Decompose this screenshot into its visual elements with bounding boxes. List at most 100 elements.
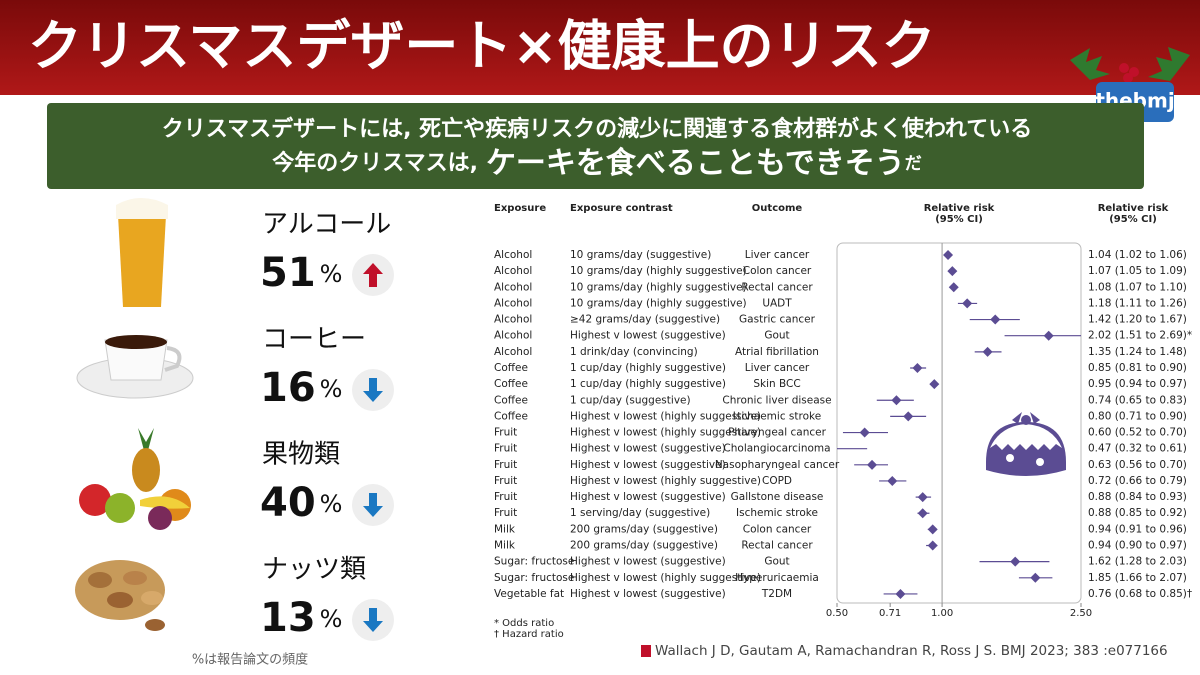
value-label: 1.35 (1.24 to 1.48) [1088, 346, 1187, 358]
exposure: Fruit [494, 475, 517, 487]
trend-arrow [363, 263, 383, 287]
stat-label: アルコール [262, 210, 391, 240]
outcome: T2DM [761, 588, 792, 600]
value-label: 1.18 (1.11 to 1.26) [1088, 297, 1187, 309]
header-bg [0, 0, 1200, 95]
pudding-icon [986, 412, 1066, 476]
stat-number: 16 [260, 365, 316, 411]
outcome: Colon cancer [743, 523, 812, 535]
estimate-marker [917, 508, 928, 519]
stat-number: 40 [260, 480, 316, 526]
value-label: 2.02 (1.51 to 2.69)* [1088, 330, 1192, 342]
estimate-marker [1030, 572, 1041, 583]
estimate-marker [859, 427, 870, 438]
exposure: Coffee [494, 378, 528, 390]
outcome: Liver cancer [745, 362, 810, 374]
plot-area [837, 250, 1081, 599]
estimate-marker [943, 250, 954, 260]
value-label: 0.74 (0.65 to 0.83) [1088, 394, 1187, 406]
book-icon [641, 645, 651, 657]
estimate-marker [927, 540, 938, 551]
contrast: Highest v lowest (suggestive) [570, 443, 726, 455]
estimate-marker [917, 492, 928, 503]
estimate-marker [947, 266, 958, 277]
stat-label: ナッツ類 [262, 555, 366, 585]
exposure: Alcohol [494, 265, 532, 277]
contrast: ≥42 grams/day (suggestive) [570, 314, 720, 326]
header-line: Relative risk [924, 203, 995, 214]
nuts-icon [75, 560, 165, 631]
value-label: 0.88 (0.85 to 0.92) [1088, 507, 1187, 519]
stat-number: 51 [260, 250, 316, 296]
exposure: Milk [494, 523, 516, 535]
value-label: 0.76 (0.68 to 0.85)† [1088, 588, 1192, 600]
column-header: Exposure [494, 203, 546, 214]
outcome: Rectal cancer [741, 540, 813, 552]
exposure: Alcohol [494, 330, 532, 342]
contrast: Highest v lowest (suggestive) [570, 588, 726, 600]
outcome: Pharyngeal cancer [728, 427, 827, 439]
exposure: Milk [494, 540, 516, 552]
value-label: 0.88 (0.84 to 0.93) [1088, 491, 1187, 503]
contrast: 1 serving/day (suggestive) [570, 507, 710, 519]
value-label: 1.04 (1.02 to 1.06) [1088, 249, 1187, 261]
contrast: Highest v lowest (suggestive) [570, 491, 726, 503]
estimate-marker [962, 298, 973, 309]
contrast: Highest v lowest (suggestive) [570, 556, 726, 568]
trend-arrow [363, 378, 383, 402]
outcome: Chronic liver disease [722, 394, 831, 406]
title: クリスマスデザート×健康上のリスク [28, 15, 936, 78]
outcome: COPD [762, 475, 792, 487]
stat-number: 13 [260, 595, 316, 641]
estimate-marker [867, 459, 878, 470]
banner-part: ケーキを食べることもできそう [486, 146, 905, 181]
stat-unit: % [320, 375, 343, 403]
exposure: Alcohol [494, 346, 532, 358]
outcome: Gastric cancer [739, 314, 816, 326]
outcome: Gout [764, 556, 789, 568]
contrast: 10 grams/day (highly suggestive) [570, 297, 747, 309]
x-tick-label: 2.50 [1070, 608, 1092, 619]
value-label: 0.85 (0.81 to 0.90) [1088, 362, 1187, 374]
column-header: Exposure contrast [570, 203, 673, 214]
value-label: 0.80 (0.71 to 0.90) [1088, 410, 1187, 422]
x-tick-label: 0.50 [826, 608, 848, 619]
value-label: 0.72 (0.66 to 0.79) [1088, 475, 1187, 487]
contrast: Highest v lowest (highly suggestive) [570, 427, 761, 439]
column-header: Relative risk (95% CI) [1098, 203, 1169, 225]
outcome: Gout [764, 330, 789, 342]
stat-unit: % [320, 260, 343, 288]
citation: Wallach J D, Gautam A, Ramachandran R, R… [655, 643, 1168, 659]
banner-line2: 今年のクリスマスは, ケーキを食べることもできそうだ [272, 146, 922, 181]
x-tick-label: 1.00 [931, 608, 953, 619]
exposure: Alcohol [494, 281, 532, 293]
value-label: 0.94 (0.90 to 0.97) [1088, 540, 1187, 552]
contrast: 10 grams/day (suggestive) [570, 249, 711, 261]
stat-value: 16% [260, 365, 342, 411]
value-label: 1.85 (1.66 to 2.07) [1088, 572, 1187, 584]
exposure: Coffee [494, 394, 528, 406]
outcome: Rectal cancer [741, 281, 813, 293]
estimate-marker [1043, 330, 1054, 341]
estimate-marker [927, 524, 938, 535]
exposure: Coffee [494, 410, 528, 422]
estimate-marker [891, 395, 902, 406]
contrast: Highest v lowest (highly suggestive) [570, 410, 761, 422]
outcome: Ischaemic stroke [733, 410, 821, 422]
estimate-marker [1010, 556, 1021, 567]
coffee-icon [76, 335, 194, 399]
stat-unit: % [320, 605, 343, 633]
stat-value: 13% [260, 595, 342, 641]
stats-note: %は報告論文の頻度 [192, 652, 308, 668]
outcome: Colon cancer [743, 265, 812, 277]
exposure: Alcohol [494, 297, 532, 309]
value-label: 0.95 (0.94 to 0.97) [1088, 378, 1187, 390]
contrast: 1 cup/day (suggestive) [570, 394, 691, 406]
contrast: Highest v lowest (highly suggestive) [570, 475, 761, 487]
column-header: Outcome [752, 203, 803, 214]
value-label: 0.60 (0.52 to 0.70) [1088, 427, 1187, 439]
contrast: Highest v lowest (suggestive) [570, 330, 726, 342]
stat-unit: % [320, 490, 343, 518]
